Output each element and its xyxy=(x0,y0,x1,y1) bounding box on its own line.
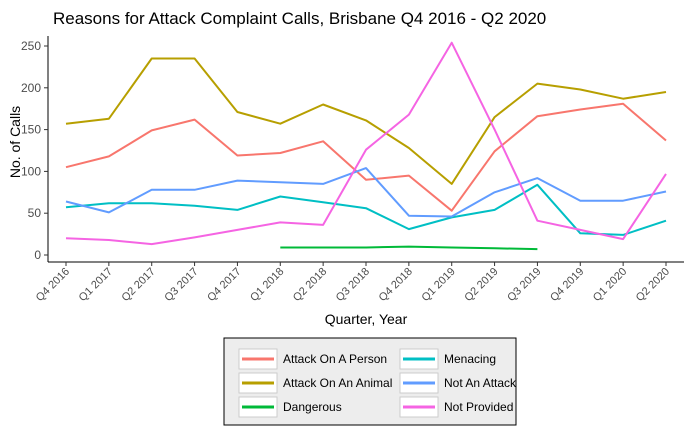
x-tick-label: Q2 2020 xyxy=(634,266,672,304)
y-axis-ticks: 0 50 100 150 200 250 xyxy=(21,39,48,262)
x-tick-label: Q2 2019 xyxy=(462,266,500,304)
x-axis-ticks: Q4 2016 Q1 2017 Q2 2017 Q3 2017 Q4 2017 Q1 20… xyxy=(34,262,672,304)
y-tick-label: 150 xyxy=(21,123,41,137)
x-axis-label: Quarter, Year xyxy=(325,311,408,327)
y-tick-label: 50 xyxy=(28,206,42,220)
legend-label-attack-on-a-person: Attack On A Person xyxy=(283,352,387,366)
legend-label-not-an-attack: Not An Attack xyxy=(444,376,517,390)
chart-title: Reasons for Attack Complaint Calls, Bris… xyxy=(53,9,546,28)
y-tick-label: 250 xyxy=(21,39,41,53)
x-tick-label: Q3 2019 xyxy=(505,266,543,304)
x-tick-label: Q1 2020 xyxy=(591,266,629,304)
series-line-menacing xyxy=(65,183,667,236)
x-tick-label: Q1 2017 xyxy=(77,266,115,304)
y-tick-label: 200 xyxy=(21,81,41,95)
x-tick-label: Q3 2018 xyxy=(334,266,372,304)
series-line-dangerous xyxy=(280,245,538,251)
x-tick-label: Q2 2017 xyxy=(120,266,158,304)
legend-label-menacing: Menacing xyxy=(444,352,496,366)
x-tick-label: Q4 2016 xyxy=(34,266,72,304)
legend-label-not-provided: Not Provided xyxy=(444,400,513,414)
x-tick-label: Q4 2017 xyxy=(205,266,243,304)
series-line-attack-on-an-animal xyxy=(65,57,667,185)
x-tick-label: Q4 2018 xyxy=(377,266,415,304)
series-line-attack-on-a-person xyxy=(65,102,667,212)
y-axis-label: No. of Calls xyxy=(7,106,23,178)
y-tick-label: 100 xyxy=(21,164,41,178)
legend-label-attack-on-an-animal: Attack On An Animal xyxy=(283,376,392,390)
y-tick-label: 0 xyxy=(34,248,41,262)
x-tick-label: Q1 2019 xyxy=(420,266,458,304)
series-lines xyxy=(65,41,667,251)
x-tick-label: Q4 2019 xyxy=(548,266,586,304)
x-tick-label: Q3 2017 xyxy=(162,266,200,304)
legend: Attack On A Person Attack On An Animal Dan… xyxy=(223,337,517,426)
x-tick-label: Q2 2018 xyxy=(291,266,329,304)
series-line-not-provided xyxy=(65,41,667,246)
legend-label-dangerous: Dangerous xyxy=(283,400,342,414)
x-tick-label: Q1 2018 xyxy=(248,266,286,304)
series-line-not-an-attack xyxy=(65,167,667,218)
